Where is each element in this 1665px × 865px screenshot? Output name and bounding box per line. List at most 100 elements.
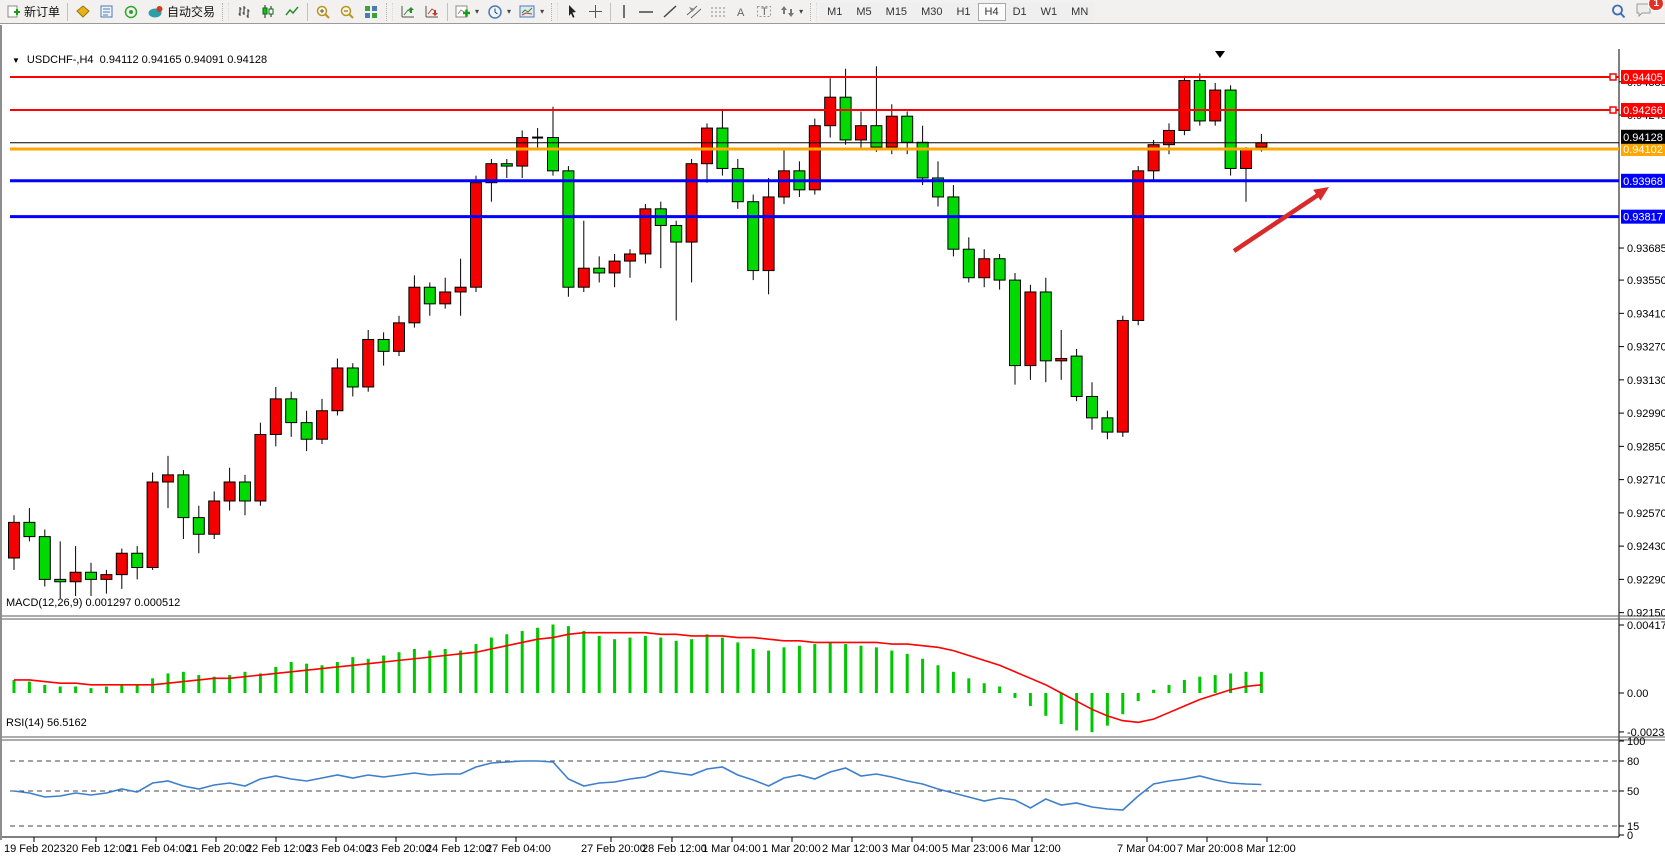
- chart-window: 0.943850.942450.936850.935500.934100.932…: [0, 25, 1665, 855]
- svg-text:0.92710: 0.92710: [1627, 475, 1665, 487]
- toolbar-separator: [67, 2, 69, 21]
- chevron-down-icon: ▾: [799, 7, 804, 16]
- vertical-line-button[interactable]: [614, 2, 634, 22]
- svg-text:0.93410: 0.93410: [1627, 308, 1665, 320]
- data-window-icon: [99, 4, 115, 19]
- svg-text:8 Mar 12:00: 8 Mar 12:00: [1237, 843, 1296, 855]
- horizontal-line-button[interactable]: [634, 2, 658, 22]
- signals-icon: [123, 4, 139, 19]
- rsi-panel: 100 80 50 150: [10, 736, 1645, 842]
- svg-text:15: 15: [1627, 821, 1639, 833]
- search-icon: [1610, 3, 1627, 20]
- add-indicator-button[interactable]: ▾: [451, 2, 483, 22]
- candlestick-chart-button[interactable]: [256, 2, 280, 22]
- svg-text:0.92850: 0.92850: [1627, 441, 1665, 453]
- chart-canvas[interactable]: 0.943850.942450.936850.935500.934100.932…: [2, 49, 1665, 865]
- notification-badge[interactable]: 1: [1648, 0, 1664, 11]
- price-axis: 0.943850.942450.936850.935500.934100.932…: [1619, 70, 1665, 620]
- toolbar-grip: [386, 2, 394, 21]
- search-button[interactable]: [1606, 2, 1631, 22]
- autotrading-button[interactable]: 自动交易: [143, 2, 219, 22]
- arrows-button[interactable]: ▾: [776, 2, 807, 22]
- crosshair-icon: [588, 4, 603, 19]
- tile-windows-button[interactable]: [359, 2, 383, 22]
- chart-shift-marker[interactable]: [1215, 51, 1225, 58]
- zoom-in-button[interactable]: [311, 2, 335, 22]
- svg-text:0.92290: 0.92290: [1627, 574, 1665, 586]
- new-order-label: 新订单: [24, 5, 61, 19]
- timeframe-m5[interactable]: M5: [849, 2, 879, 21]
- timeframe-m1[interactable]: M1: [820, 2, 850, 21]
- timeframe-m30[interactable]: M30: [914, 2, 950, 21]
- toolbar-grip: [551, 2, 559, 21]
- svg-text:T: T: [761, 6, 768, 18]
- new-indicator-button[interactable]: [396, 2, 420, 22]
- svg-text:28 Feb 12:00: 28 Feb 12:00: [642, 843, 707, 855]
- svg-text:0.93550: 0.93550: [1627, 275, 1665, 287]
- svg-text:0: 0: [1627, 830, 1633, 842]
- line-chart-icon: [284, 4, 300, 19]
- candlestick-chart-icon: [260, 4, 276, 19]
- template-icon: [519, 4, 536, 19]
- horizontal-line-objects[interactable]: [10, 73, 1619, 219]
- template-button[interactable]: ▾: [515, 2, 548, 22]
- svg-text:-0.002387: -0.002387: [1627, 727, 1665, 739]
- timeframe-h4[interactable]: H4: [977, 2, 1006, 21]
- text-button[interactable]: A: [730, 2, 752, 22]
- indicator-window-button[interactable]: [420, 2, 444, 22]
- macd-values: 0.001297 0.000512: [85, 597, 181, 609]
- chevron-down-icon: ▾: [475, 7, 480, 16]
- toolbar-separator: [307, 2, 309, 21]
- chart-title-bar: ▼ USDCHF-,H4 0.94112 0.94165 0.94091 0.94…: [12, 54, 267, 66]
- cursor-button[interactable]: [561, 2, 584, 22]
- autotrading-icon: [147, 4, 164, 19]
- svg-text:20 Feb 12:00: 20 Feb 12:00: [66, 843, 131, 855]
- new-indicator-icon: [400, 4, 416, 19]
- period-clock-button[interactable]: ▾: [483, 2, 515, 22]
- window-menu-icon[interactable]: ▼: [12, 56, 20, 65]
- svg-text:0.92570: 0.92570: [1627, 508, 1665, 520]
- arrow-object[interactable]: [1232, 187, 1329, 253]
- channel-button[interactable]: [682, 2, 706, 22]
- text-label-icon: T: [756, 4, 772, 19]
- timeframe-m15[interactable]: M15: [878, 2, 915, 21]
- line-handle: [1609, 106, 1617, 114]
- new-order-button[interactable]: 新订单: [2, 2, 64, 22]
- svg-text:3 Mar 04:00: 3 Mar 04:00: [882, 843, 941, 855]
- svg-text:0.94266: 0.94266: [1623, 105, 1663, 117]
- fibonacci-button[interactable]: [706, 2, 730, 22]
- toolbar-grip: [810, 2, 818, 21]
- svg-text:23 Feb 04:00: 23 Feb 04:00: [306, 843, 371, 855]
- svg-text:50: 50: [1627, 786, 1639, 798]
- svg-text:21 Feb 20:00: 21 Feb 20:00: [186, 843, 251, 855]
- timeframe-w1[interactable]: W1: [1033, 2, 1065, 21]
- text-label-button[interactable]: T: [752, 2, 776, 22]
- svg-text:19 Feb 2023: 19 Feb 2023: [4, 843, 66, 855]
- bar-chart-button[interactable]: [232, 2, 256, 22]
- timeframe-h1[interactable]: H1: [949, 2, 978, 21]
- vertical-line-icon: [618, 4, 630, 19]
- svg-text:0.93270: 0.93270: [1627, 342, 1665, 354]
- fibonacci-icon: [710, 4, 726, 19]
- market-watch-button[interactable]: [71, 2, 95, 22]
- toolbar-separator: [610, 2, 612, 21]
- timeframe-d1[interactable]: D1: [1005, 2, 1034, 21]
- trendline-button[interactable]: [658, 2, 682, 22]
- macd-indicator-label: MACD(12,26,9) 0.001297 0.000512: [6, 597, 181, 609]
- signals-button[interactable]: [119, 2, 143, 22]
- svg-text:0.00417: 0.00417: [1627, 620, 1665, 632]
- chevron-down-icon: ▾: [540, 7, 545, 16]
- line-chart-button[interactable]: [280, 2, 304, 22]
- trendline-icon: [662, 4, 678, 19]
- crosshair-button[interactable]: [584, 2, 607, 22]
- timeframe-mn[interactable]: MN: [1064, 2, 1096, 21]
- svg-text:23 Feb 20:00: 23 Feb 20:00: [366, 843, 431, 855]
- period-clock-icon: [487, 4, 503, 20]
- zoom-out-button[interactable]: [335, 2, 359, 22]
- svg-text:0.94102: 0.94102: [1623, 144, 1663, 156]
- svg-text:1 Mar 04:00: 1 Mar 04:00: [702, 843, 761, 855]
- line-handle: [1609, 73, 1617, 81]
- data-window-button[interactable]: [95, 2, 119, 22]
- zoom-out-icon: [339, 4, 355, 20]
- macd-panel: 0.00417 0.00 -0.002387: [12, 620, 1665, 739]
